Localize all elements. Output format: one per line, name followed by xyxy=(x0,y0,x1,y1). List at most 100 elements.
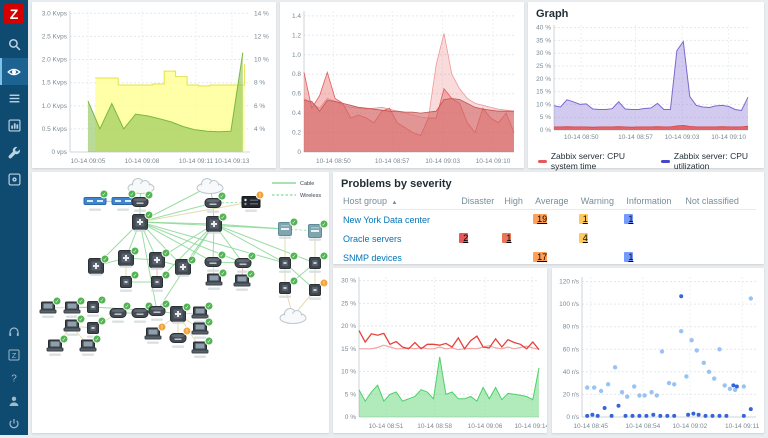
map-node-cube[interactable]: ✓ xyxy=(87,295,107,317)
map-node-cloud[interactable] xyxy=(279,308,307,324)
map-node-server[interactable]: ✓ xyxy=(191,317,214,339)
map-node-teal[interactable]: ✓ xyxy=(278,217,299,239)
support-headset-icon[interactable] xyxy=(0,320,28,343)
map-node-blue[interactable]: ✓ xyxy=(111,189,137,211)
severity-count-cell[interactable]: 4 xyxy=(578,233,588,243)
network-map-canvas[interactable]: ✓ ✓ ✓ ✓ ! ✓ ✓ ✓ ✓ ✓ ✓ ✓ ✓ ✓ ✓ ✓ ✓ ✓ ✓ ✓ ✓ ✓ ! ✓ ✓ ✓ ✓ ✓ ✓ ✓ ✓ ✓ ✓ ✓ ✓!! ✓ ✓ C… xyxy=(32,172,329,431)
sign-out-icon[interactable] xyxy=(0,412,28,435)
severity-count-cell[interactable]: 1 xyxy=(578,214,588,224)
problem-count-link[interactable]: 4 xyxy=(582,233,588,243)
map-node-router[interactable]: ✓ xyxy=(204,250,227,272)
map-node-router[interactable]: ✓ xyxy=(109,301,132,323)
help-icon[interactable]: ? xyxy=(0,366,28,389)
chart-canvas[interactable]: 0 % 5 % 10 % 15 % 20 % 25 % 30 % 35 % 40 % 10-14 … xyxy=(528,20,758,144)
problem-count-link[interactable]: 1 xyxy=(506,233,512,243)
column-header[interactable]: Host group ▲ xyxy=(343,196,398,206)
svg-text:10-14 09:10: 10-14 09:10 xyxy=(476,158,511,165)
map-node-cube[interactable]: ✓ xyxy=(279,251,299,273)
requests-scatter-chart[interactable]: 0 r/s 20 r/s 40 r/s 60 r/s 80 r/s 100 r/s 120 … xyxy=(552,268,764,438)
legend-item[interactable]: Zabbix server: CPU utilization xyxy=(661,151,764,171)
map-node-cube[interactable]: ✓ xyxy=(87,316,107,338)
scatter-point xyxy=(651,412,656,417)
host-group-link[interactable]: SNMP devices xyxy=(343,252,402,263)
map-node-cube[interactable]: ✓ xyxy=(151,270,171,292)
search-icon[interactable] xyxy=(0,31,28,58)
map-node-blue[interactable]: ✓ xyxy=(83,189,109,211)
scatter-point xyxy=(595,413,600,418)
problem-count-link[interactable]: 19 xyxy=(537,214,548,224)
map-node-laptop[interactable]: ✓ xyxy=(63,296,86,318)
map-node-switch[interactable]: ✓ xyxy=(149,248,171,270)
map-node-label xyxy=(208,231,220,234)
map-node-switch[interactable]: ✓ xyxy=(170,302,192,324)
severity-count-cell[interactable]: 1 xyxy=(624,252,634,262)
chart-canvas[interactable]: 0 vps 0.5 Kvps 4 % 1.0 Kvps 6 % 1.5 Kvps 8 % 2.… xyxy=(32,2,276,168)
map-node-teal[interactable]: ✓ xyxy=(308,219,329,241)
user-profile-icon[interactable] xyxy=(0,389,28,412)
sidebar-item-reports[interactable] xyxy=(0,112,28,139)
map-node-switch[interactable]: ✓ xyxy=(175,255,197,277)
problem-count-link[interactable]: 1 xyxy=(628,252,634,262)
cpu-chart[interactable]: 0 % 5 % 10 % 15 % 20 % 25 % 30 % 35 % 40 % 10-14 … xyxy=(528,20,764,149)
map-node-laptop[interactable]: ✓ xyxy=(79,334,102,356)
map-node-server[interactable]: ✓ xyxy=(191,301,214,323)
problem-count-link[interactable]: 17 xyxy=(537,252,548,262)
severity-count-cell[interactable]: 17 xyxy=(533,252,548,262)
sidebar-item-configuration[interactable] xyxy=(0,139,28,166)
zabbix-logo[interactable]: Z xyxy=(4,4,24,24)
column-header[interactable]: Information xyxy=(626,196,672,206)
cpu-lines-chart[interactable]: 0 % 5 % 10 % 15 % 20 % 25 % 30 % 10-14 08:51 10-… xyxy=(333,268,550,438)
integrations-icon[interactable]: Z xyxy=(0,343,28,366)
host-group-link[interactable]: New York Data center xyxy=(343,214,431,225)
severity-count-cell[interactable]: 2 xyxy=(459,233,469,243)
map-node-cube[interactable]: ✓ xyxy=(309,251,329,273)
map-node-switch[interactable]: ✓ xyxy=(88,254,110,276)
problem-count-link[interactable]: 2 xyxy=(463,233,469,243)
sidebar-item-administration[interactable] xyxy=(0,166,28,193)
map-node-cube[interactable]: ✓ xyxy=(279,276,299,298)
network-map[interactable]: ✓ ✓ ✓ ✓! ✓ ✓ ✓ ✓ ✓ ✓ ✓ ✓ ✓ ✓ ✓ ✓ ✓ ✓ ✓ ✓ ✓! ✓ ✓ ✓ ✓ ✓ ✓ ✓ ✓ ✓ ✓ ✓ ✓!! ✓ ✓ C… xyxy=(32,172,329,436)
map-node-switch[interactable]: ✓ xyxy=(118,246,140,268)
map-node-cloud[interactable] xyxy=(127,178,155,194)
map-node-router[interactable]: ✓ xyxy=(234,251,257,273)
sidebar-item-services[interactable] xyxy=(0,85,28,112)
map-node-switch[interactable]: ✓ xyxy=(132,210,154,232)
column-header[interactable]: Disaster xyxy=(461,196,495,206)
sidebar-item-monitoring[interactable] xyxy=(0,58,28,85)
traffic-chart[interactable]: 0 vps 0.5 Kvps 4 % 1.0 Kvps 6 % 1.5 Kvps 8 % 2.… xyxy=(32,2,276,173)
host-group-link[interactable]: Oracle servers xyxy=(343,233,402,244)
chart-canvas[interactable]: 0 % 5 % 10 % 15 % 20 % 25 % 30 % 10-14 08:51 10-… xyxy=(333,268,550,433)
chart-canvas[interactable]: 0 0.2 0.4 0.6 0.8 1.0 1.2 1.4 10-14 08:50 10-14 0… xyxy=(280,2,524,168)
map-node-label xyxy=(194,355,206,358)
severity-count-cell[interactable]: 19 xyxy=(533,214,548,224)
problem-count-link[interactable]: 1 xyxy=(582,214,588,224)
load-chart[interactable]: 0 0.2 0.4 0.6 0.8 1.0 1.2 1.4 10-14 08:50 10-14 0… xyxy=(280,2,524,173)
map-node-router[interactable]: ✓ xyxy=(131,190,154,212)
map-node-cloud[interactable] xyxy=(196,178,224,194)
severity-count-cell[interactable]: 1 xyxy=(502,233,512,243)
column-header[interactable]: High xyxy=(504,196,523,206)
chart-canvas[interactable]: 0 r/s 20 r/s 40 r/s 60 r/s 80 r/s 100 r/s 120 … xyxy=(552,268,764,433)
map-node-rack[interactable]: ! xyxy=(241,190,265,212)
problem-count-link[interactable]: 1 xyxy=(628,214,634,224)
map-node-server[interactable]: ✓ xyxy=(191,336,214,358)
map-node-router[interactable]: ✓ xyxy=(204,191,227,213)
legend-item[interactable]: Zabbix server: CPU system time xyxy=(538,151,649,171)
map-node-laptop[interactable]: ✓ xyxy=(63,314,86,336)
map-node-server[interactable]: ! xyxy=(144,322,167,344)
map-node-laptop[interactable]: ✓ xyxy=(39,296,62,318)
column-header[interactable]: Not classified xyxy=(685,196,739,206)
map-node-cube[interactable]: ✓ xyxy=(120,270,140,292)
severity-count-cell[interactable]: 1 xyxy=(624,214,634,224)
map-node-router[interactable]: ✓ xyxy=(148,299,171,321)
map-node-laptop[interactable]: ✓ xyxy=(46,334,69,356)
map-node-cube[interactable]: ! xyxy=(309,278,329,300)
map-node-server[interactable]: ✓ xyxy=(205,268,228,290)
column-header[interactable]: Average xyxy=(535,196,569,206)
map-link-wireless xyxy=(213,223,316,232)
column-header[interactable]: Warning xyxy=(580,196,614,206)
map-node-switch[interactable]: ✓ xyxy=(206,212,228,234)
map-node-server[interactable]: ✓ xyxy=(233,269,256,291)
map-node-router[interactable]: ! xyxy=(169,326,192,348)
map-node-label xyxy=(120,265,132,268)
